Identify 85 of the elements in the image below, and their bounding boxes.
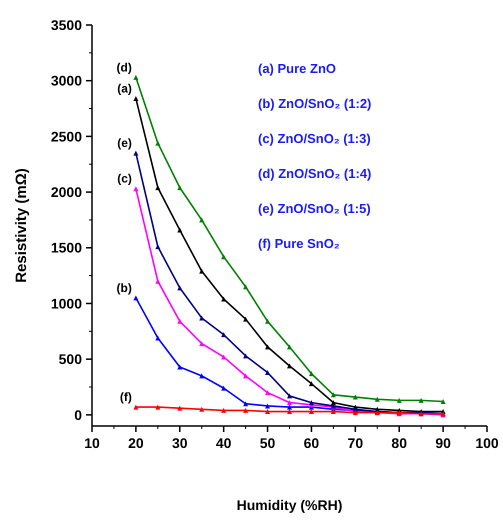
point bbox=[155, 185, 160, 190]
x-tick-label: 50 bbox=[260, 435, 276, 451]
point bbox=[133, 186, 138, 192]
point bbox=[287, 409, 292, 414]
point bbox=[221, 254, 226, 260]
point bbox=[287, 404, 292, 410]
y-tick-label: 3000 bbox=[50, 72, 82, 89]
x-tick-label: 70 bbox=[348, 435, 364, 451]
point bbox=[440, 398, 446, 404]
point bbox=[133, 96, 138, 102]
point bbox=[177, 285, 182, 290]
x-tick-label: 30 bbox=[172, 435, 188, 451]
point bbox=[199, 315, 204, 320]
x-tick-label: 60 bbox=[304, 435, 320, 451]
y-tick-label: 1000 bbox=[50, 295, 82, 312]
point bbox=[155, 404, 160, 410]
annotation: (d) ZnO/SnO₂ (1:4) bbox=[258, 166, 372, 181]
x-tick-label: 20 bbox=[128, 435, 144, 451]
point bbox=[308, 371, 314, 376]
point bbox=[243, 353, 248, 358]
point bbox=[133, 150, 138, 156]
x-tick-label: 80 bbox=[391, 435, 408, 451]
point bbox=[418, 398, 424, 403]
annotation: (f) bbox=[120, 390, 132, 404]
point bbox=[155, 336, 160, 341]
annotation: (a) Pure ZnO bbox=[258, 61, 336, 76]
y-tick-label: 2500 bbox=[50, 128, 82, 144]
point bbox=[155, 278, 160, 284]
point bbox=[243, 373, 248, 378]
point bbox=[177, 318, 182, 324]
point bbox=[243, 284, 248, 290]
x-tick-label: 90 bbox=[435, 435, 452, 451]
x-tick-label: 10 bbox=[84, 435, 100, 451]
x-axis-title: Humidity (%RH) bbox=[236, 497, 342, 513]
point bbox=[287, 344, 292, 350]
y-axis-title: Resistivity (mΩ) bbox=[13, 168, 30, 283]
point bbox=[177, 185, 182, 190]
point bbox=[243, 401, 248, 406]
point bbox=[243, 408, 248, 413]
point bbox=[287, 393, 292, 398]
point bbox=[221, 386, 226, 391]
x-tick-label: 100 bbox=[475, 435, 499, 451]
point bbox=[330, 392, 336, 398]
y-tick-label: 3500 bbox=[50, 16, 82, 33]
point bbox=[133, 404, 138, 410]
point bbox=[155, 140, 160, 146]
point bbox=[265, 318, 270, 324]
point bbox=[199, 268, 204, 274]
annotation: (e) ZnO/SnO₂ (1:5) bbox=[258, 201, 371, 216]
point bbox=[265, 403, 270, 408]
annotation: (d) bbox=[116, 60, 132, 74]
point bbox=[199, 373, 204, 378]
point bbox=[133, 74, 138, 80]
annotation: (c) bbox=[117, 172, 132, 186]
point bbox=[133, 295, 138, 300]
point bbox=[308, 381, 314, 386]
point bbox=[177, 364, 182, 370]
point bbox=[352, 394, 358, 400]
point bbox=[396, 398, 402, 403]
y-tick-label: 2000 bbox=[50, 184, 82, 200]
point bbox=[199, 341, 204, 346]
point bbox=[177, 406, 182, 411]
x-tick-label: 40 bbox=[216, 435, 232, 451]
point bbox=[155, 244, 160, 250]
y-tick-label: 0 bbox=[74, 406, 82, 423]
point bbox=[287, 363, 292, 368]
annotation: (f) Pure SnO₂ bbox=[258, 236, 340, 251]
point bbox=[243, 316, 248, 322]
annotation: (b) ZnO/SnO₂ (1:2) bbox=[258, 96, 372, 111]
point bbox=[199, 406, 204, 412]
point bbox=[330, 409, 336, 414]
point bbox=[287, 400, 292, 406]
y-tick-label: 500 bbox=[58, 351, 82, 368]
annotation: (e) bbox=[117, 136, 132, 150]
point bbox=[265, 390, 270, 396]
annotation: (c) ZnO/SnO₂ (1:3) bbox=[258, 131, 371, 146]
point bbox=[265, 409, 270, 414]
point bbox=[199, 217, 204, 222]
point bbox=[177, 227, 182, 232]
point bbox=[308, 409, 314, 414]
point bbox=[374, 396, 380, 402]
point bbox=[221, 408, 226, 413]
y-tick-label: 1500 bbox=[50, 240, 82, 256]
annotation: (a) bbox=[117, 82, 132, 96]
annotation: (b) bbox=[116, 280, 132, 295]
